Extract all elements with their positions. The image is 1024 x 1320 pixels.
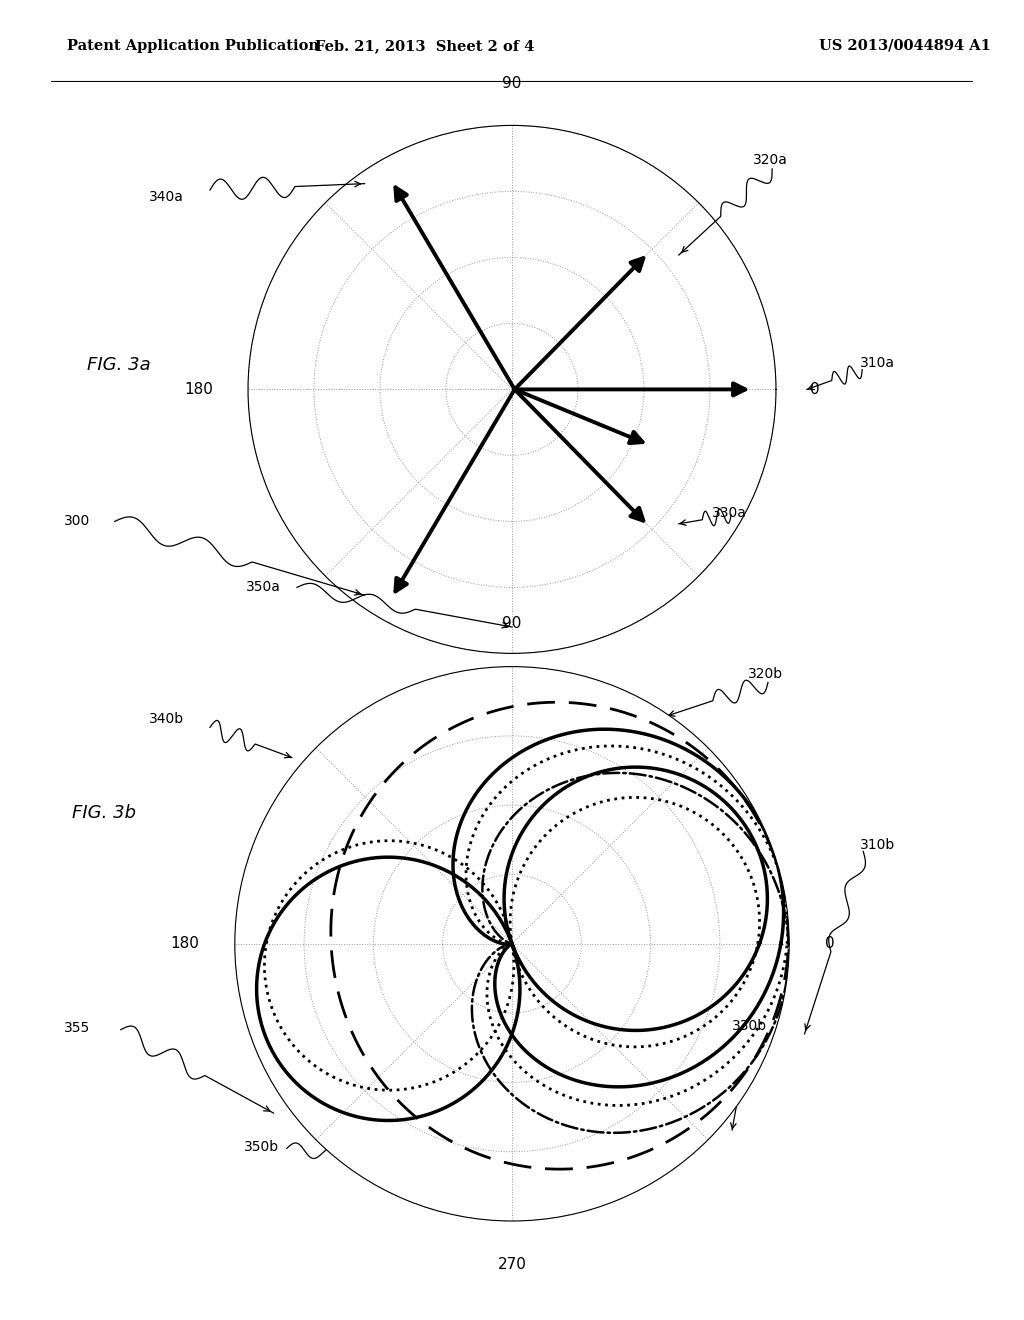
Text: 310a: 310a [860,356,895,370]
Text: 90: 90 [503,77,521,91]
Text: US 2013/0044894 A1: US 2013/0044894 A1 [819,38,991,53]
Text: 340b: 340b [148,713,183,726]
Text: Patent Application Publication: Patent Application Publication [67,38,318,53]
Text: 355: 355 [63,1022,90,1035]
Text: 320b: 320b [748,668,782,681]
Text: 310b: 310b [860,838,895,851]
Text: FIG. 3a: FIG. 3a [87,355,151,374]
Text: 0: 0 [810,381,820,397]
Text: 330a: 330a [712,507,746,520]
Text: 270: 270 [498,1257,526,1272]
Text: 300: 300 [63,515,90,528]
Text: 180: 180 [184,381,214,397]
Text: 90: 90 [503,615,521,631]
Text: 330b: 330b [732,1019,767,1032]
Text: FIG. 3b: FIG. 3b [72,804,135,822]
Text: 270: 270 [498,688,526,702]
Text: 340a: 340a [148,190,183,203]
Text: 350b: 350b [244,1140,279,1154]
Text: 0: 0 [825,936,835,952]
Text: 180: 180 [170,936,199,952]
Text: 320a: 320a [753,153,787,166]
Text: Feb. 21, 2013  Sheet 2 of 4: Feb. 21, 2013 Sheet 2 of 4 [315,38,535,53]
Text: 350a: 350a [246,581,281,594]
